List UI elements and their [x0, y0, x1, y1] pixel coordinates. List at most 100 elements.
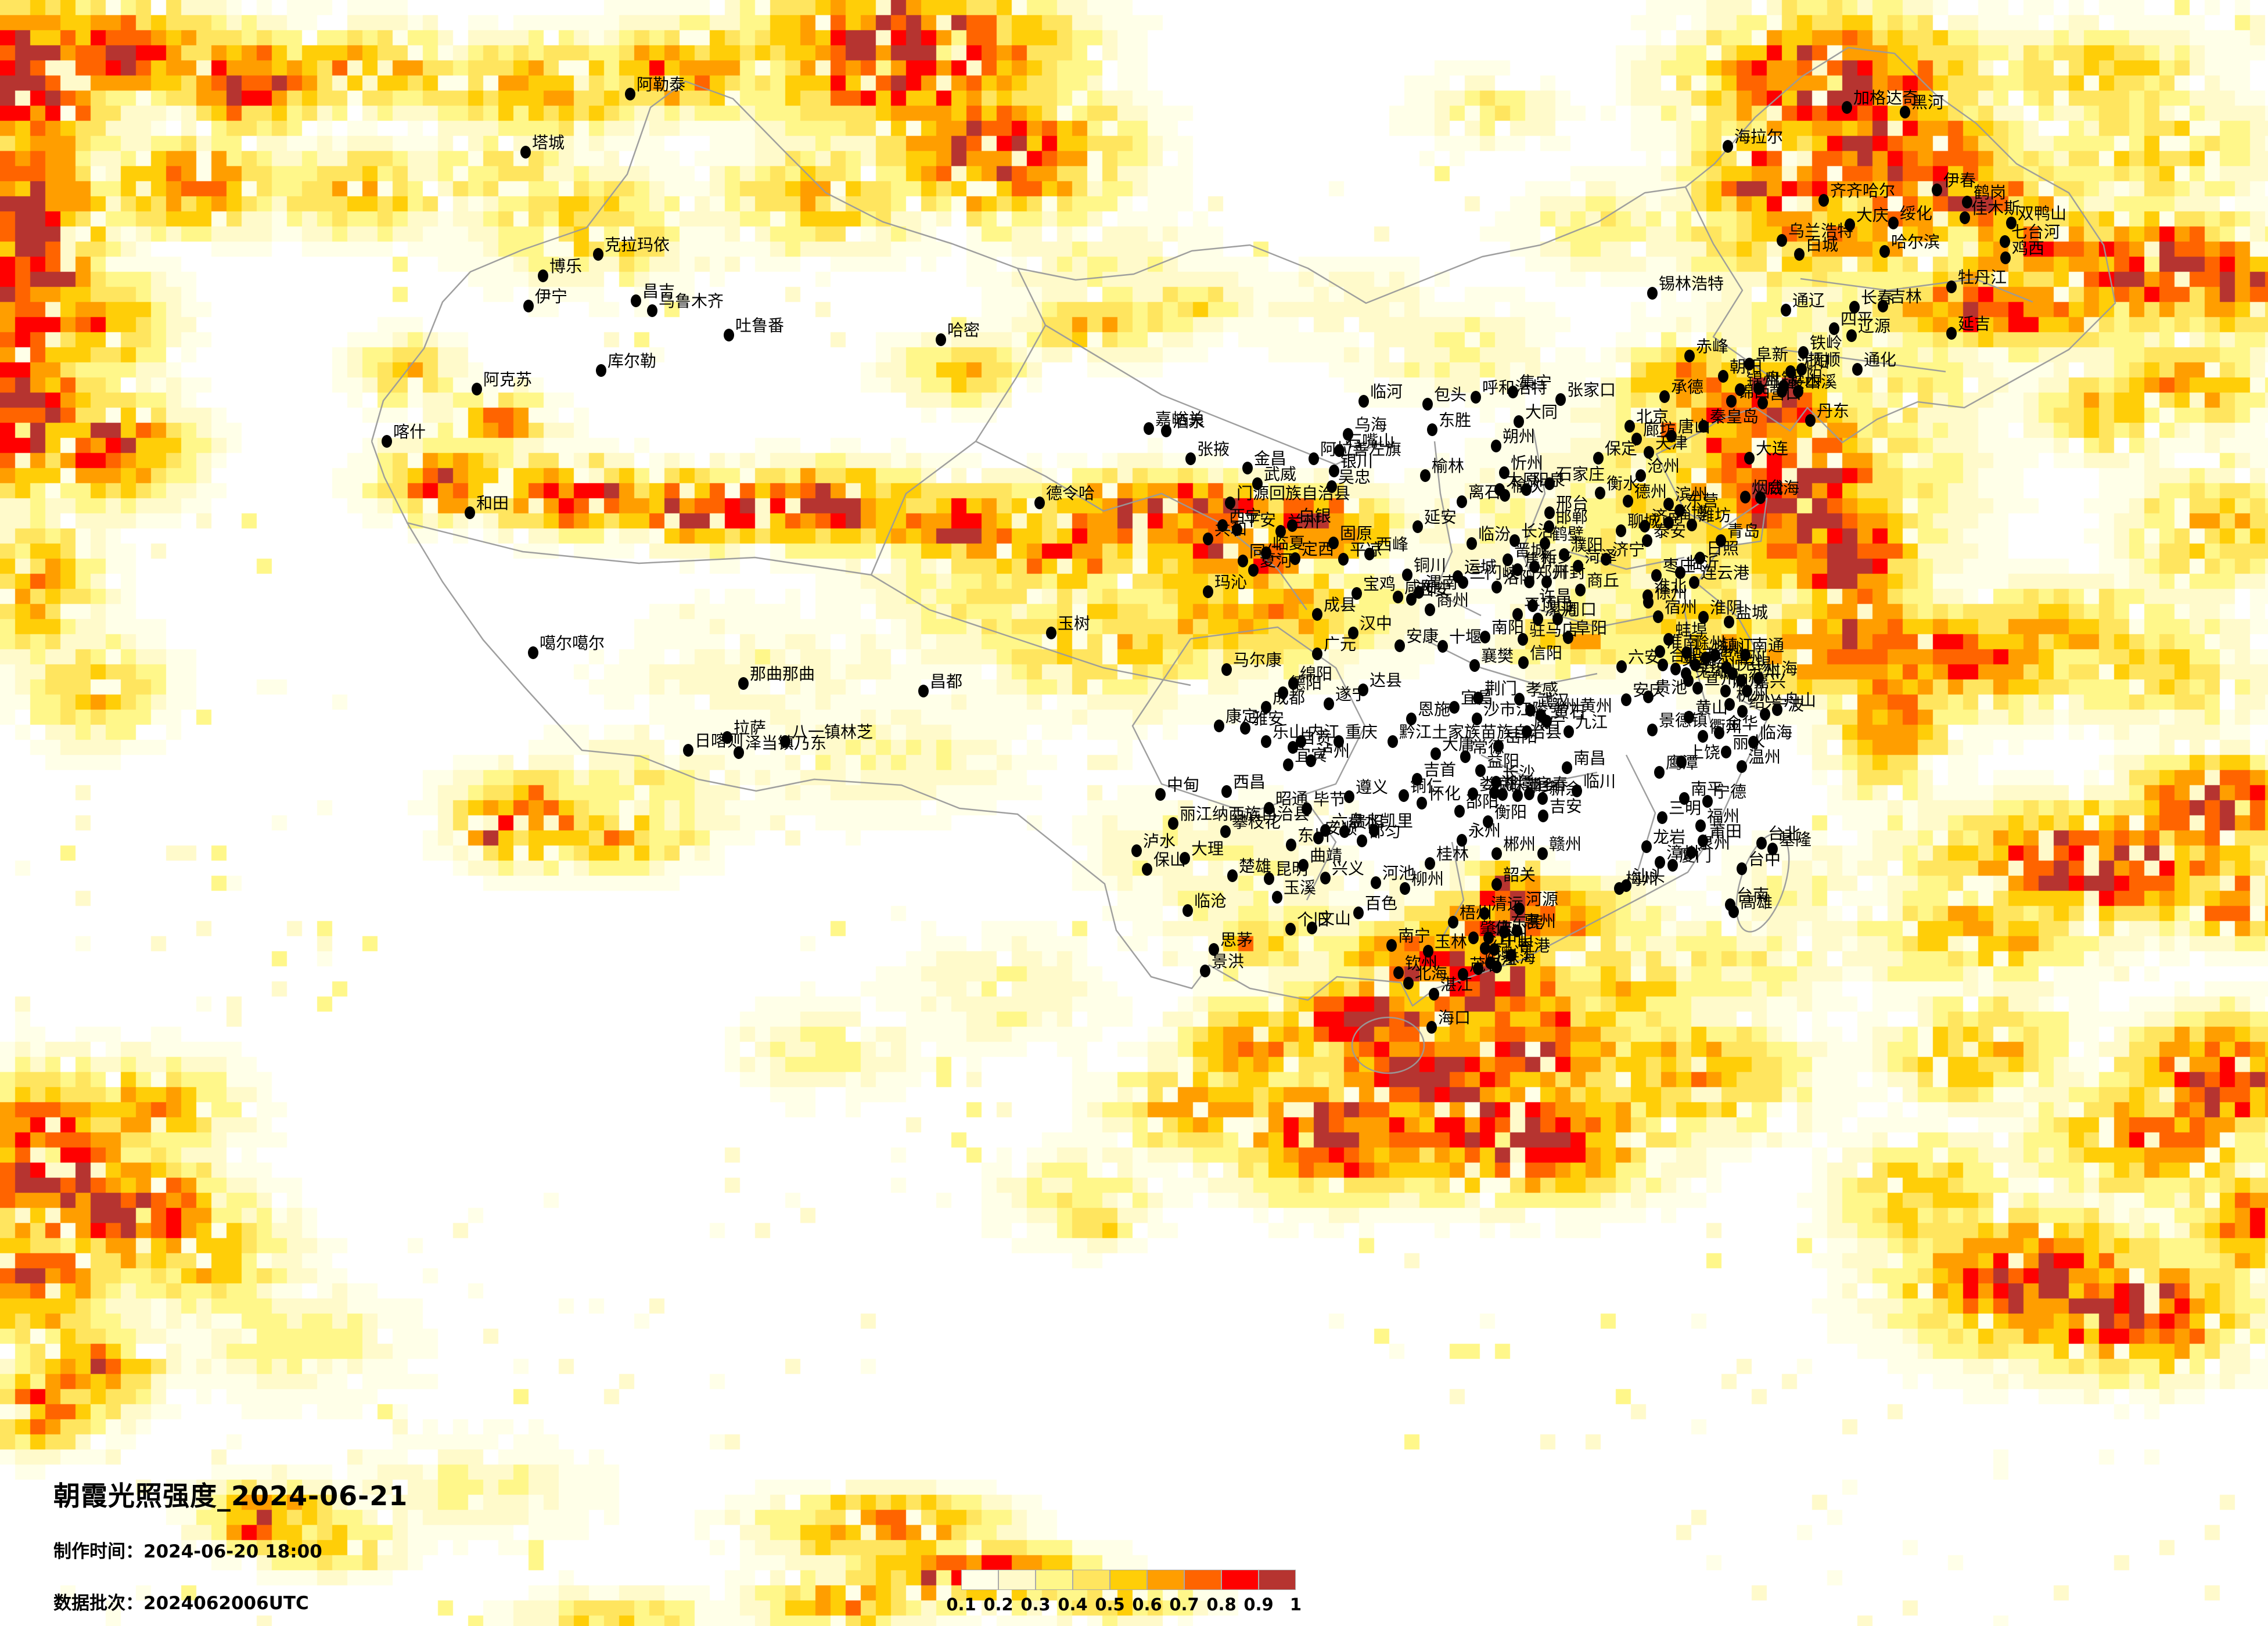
- city-label: 邵阳: [1466, 792, 1499, 811]
- city-label: 南阳: [1491, 618, 1525, 637]
- city-label: 宣州: [1704, 669, 1737, 688]
- city-label: 嘉兴: [1753, 672, 1787, 691]
- city-label: 台中: [1748, 850, 1781, 869]
- city-label: 郴州: [1503, 834, 1536, 854]
- city-marker: [593, 248, 603, 261]
- border-qinghai-gansu: [975, 440, 1308, 610]
- city-label: 潍坊: [1698, 506, 1731, 525]
- city-label: 集宁: [1519, 373, 1552, 392]
- city-marker: [1647, 724, 1658, 736]
- city-marker: [1760, 708, 1770, 721]
- city-label: 金华: [1726, 714, 1759, 733]
- city-marker: [1491, 440, 1501, 452]
- city-label: 齐齐哈尔: [1830, 181, 1896, 200]
- city-marker: [1307, 922, 1317, 934]
- city-label: 酒泉: [1173, 412, 1206, 431]
- city-marker: [1334, 735, 1344, 748]
- city-marker: [734, 746, 744, 759]
- city-label: 娄底: [1479, 775, 1512, 794]
- city-marker: [936, 333, 946, 346]
- city-marker: [2000, 251, 2011, 264]
- city-marker: [1242, 462, 1253, 474]
- city-marker: [1518, 633, 1528, 646]
- city-label: 绵阳: [1300, 664, 1333, 684]
- city-marker: [1371, 876, 1381, 889]
- city-label: 鸡西: [2012, 239, 2045, 258]
- city-label: 宜宾: [1295, 746, 1328, 765]
- city-label: 徐州: [1655, 583, 1688, 602]
- city-label: 东胜: [1439, 411, 1472, 430]
- city-marker: [1805, 414, 1816, 427]
- city-marker: [1386, 939, 1397, 952]
- city-marker: [1489, 786, 1500, 799]
- city-marker: [1203, 585, 1213, 598]
- city-label: 同仁: [1249, 542, 1282, 561]
- border-neimeng-dongbei: [1684, 186, 1772, 379]
- city-marker: [625, 88, 635, 100]
- city-label: 平顶山: [1524, 595, 1573, 614]
- city-marker: [1473, 962, 1483, 975]
- city-marker: [1616, 524, 1626, 537]
- city-label: 临海: [1760, 723, 1793, 742]
- city-marker: [1593, 452, 1604, 465]
- city-label: 临汾: [1478, 524, 1511, 544]
- city-label: 衢州: [1709, 717, 1742, 736]
- city-label: 南宁: [1398, 926, 1431, 945]
- city-marker: [1422, 398, 1433, 411]
- city-marker: [722, 731, 732, 744]
- city-label: 六安: [1628, 647, 1661, 667]
- city-marker: [1512, 924, 1522, 937]
- national-boundary: [371, 46, 2116, 1007]
- city-marker: [1394, 639, 1405, 652]
- city-marker: [1512, 563, 1523, 576]
- city-label: 商丘: [1587, 571, 1620, 590]
- city-label: 海口: [1438, 1008, 1471, 1027]
- city-label: 文山: [1318, 909, 1352, 928]
- city-label: 乌鲁木齐: [659, 292, 724, 311]
- city-marker: [1527, 599, 1538, 612]
- city-label: 榆林: [1432, 456, 1465, 476]
- city-label: 马尔康: [1233, 650, 1282, 670]
- taiwan-island: [1735, 833, 1790, 933]
- city-label: 北海: [1415, 964, 1448, 983]
- city-marker: [1232, 523, 1242, 536]
- city-marker: [1491, 581, 1502, 593]
- city-label: 贵池: [1655, 678, 1688, 697]
- city-marker: [1721, 746, 1731, 758]
- city-marker: [1555, 393, 1566, 406]
- city-label: 长沙: [1503, 763, 1536, 782]
- city-label: 中山: [1501, 930, 1534, 949]
- city-label: 那曲那曲: [750, 664, 815, 684]
- city-marker: [1684, 350, 1695, 362]
- city-label: 吐鲁番: [735, 316, 785, 335]
- city-label: 忻州: [1511, 454, 1544, 473]
- city-label: 黔江土家族苗族自治县: [1399, 722, 1562, 742]
- city-marker: [1681, 646, 1692, 659]
- city-marker: [1525, 704, 1536, 717]
- city-label: 上饶: [1688, 743, 1721, 762]
- city-label: 郑州: [1536, 563, 1569, 582]
- city-marker: [528, 646, 538, 659]
- city-marker: [1698, 730, 1708, 743]
- city-label: 绥化: [1900, 204, 1933, 223]
- city-label: 渭南: [1425, 573, 1458, 592]
- city-label: 泸州: [1317, 742, 1350, 761]
- city-marker: [1285, 923, 1296, 936]
- city-marker: [1735, 383, 1745, 396]
- data-batch-value: 2024062006UTC: [143, 1593, 309, 1614]
- city-marker: [1457, 834, 1467, 847]
- city-marker: [1702, 795, 1713, 808]
- city-label: 湛江: [1440, 975, 1473, 994]
- city-marker: [1710, 649, 1720, 661]
- city-marker: [1575, 584, 1586, 596]
- city-marker: [1506, 949, 1516, 962]
- city-label: 宿州: [1665, 598, 1698, 617]
- city-marker: [1720, 685, 1731, 697]
- city-marker: [1220, 825, 1231, 838]
- city-label: 景德镇: [1659, 711, 1708, 730]
- city-marker: [1562, 761, 1572, 774]
- city-label: 新余: [1549, 779, 1582, 798]
- city-label: 新乡: [1541, 548, 1574, 567]
- city-marker: [1723, 140, 1733, 153]
